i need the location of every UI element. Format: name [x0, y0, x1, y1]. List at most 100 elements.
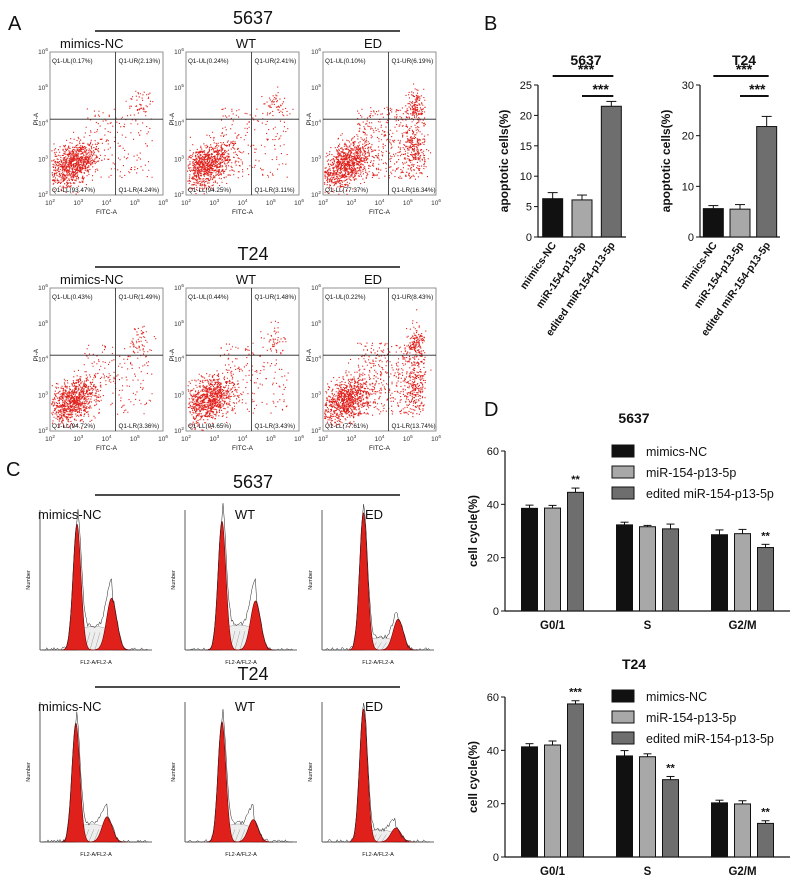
quadrant-lr-label: Q1-LR(13.74%)	[392, 423, 436, 430]
panel-a-flow-cytometry: 5637 mimics-NC Q1-UL(0.17%) Q1-UR(2.13%) Q1-…	[33, 8, 441, 452]
flow-x-axis-label: FITC-A	[96, 209, 118, 216]
cycle-s-phase-hatch	[234, 631, 241, 651]
cycle-cell-line-title: 5637	[233, 472, 273, 492]
apoptosis-y-axis-label: apoptotic cells(%)	[659, 110, 673, 213]
flow-events-dots	[324, 309, 432, 428]
cycle-bar-y-tick-label: 60	[487, 692, 499, 704]
cycle-bar	[662, 528, 679, 612]
cycle-g2-peak	[233, 819, 274, 843]
flow-plot-label: ED	[364, 36, 382, 51]
flow-y-axis-label: PI-A	[169, 112, 176, 125]
cycle-g1-peak	[347, 708, 379, 843]
apoptosis-bar	[756, 126, 778, 238]
quadrant-ul-label: Q1-UL(0.17%)	[52, 58, 93, 65]
apoptosis-y-tick-label: 20	[682, 131, 694, 143]
quadrant-lr-label: Q1-LR(3.43%)	[255, 423, 296, 430]
flow-y-tick: 105	[38, 83, 48, 92]
flow-x-tick: 103	[73, 434, 83, 443]
quadrant-ur-label: Q1-UR(1.49%)	[119, 294, 161, 301]
cycle-significance-label: ***	[569, 687, 583, 699]
flow-x-axis-label: FITC-A	[232, 445, 254, 452]
quadrant-ll-label: Q1-LL(77.61%)	[325, 423, 368, 430]
flow-y-tick: 102	[311, 426, 321, 435]
flow-y-axis-label: PI-A	[306, 348, 313, 361]
quadrant-lr-label: Q1-LR(4.24%)	[119, 187, 160, 194]
cycle-x-axis-label: FL2-A/FL2-A	[80, 852, 112, 858]
flow-plot-label: WT	[236, 272, 256, 287]
cycle-s-phase-hatch	[381, 642, 387, 651]
flow-y-tick: 104	[38, 355, 48, 364]
apoptosis-y-tick-label: 30	[682, 80, 694, 92]
flow-x-tick: 102	[181, 198, 191, 207]
flow-y-axis-label: PI-A	[169, 348, 176, 361]
panel-label-b: B	[484, 13, 497, 35]
flow-y-tick: 106	[311, 47, 321, 56]
flow-x-tick: 104	[238, 198, 248, 207]
cycle-g2-peak	[91, 597, 132, 651]
cycle-legend-swatch	[611, 444, 635, 458]
cycle-plot-label: ED	[365, 699, 383, 714]
flow-x-tick: 103	[346, 198, 356, 207]
cycle-category-label: S	[644, 866, 652, 878]
flow-x-tick: 104	[102, 434, 112, 443]
flow-x-tick: 103	[346, 434, 356, 443]
flow-x-tick: 105	[266, 198, 276, 207]
cycle-bar	[734, 803, 751, 858]
apoptosis-bar	[600, 105, 622, 238]
flow-y-tick: 105	[174, 319, 184, 328]
cycle-legend-swatch	[611, 486, 635, 500]
quadrant-ll-label: Q1-LL(94.25%)	[188, 187, 231, 194]
flow-y-tick: 103	[38, 154, 48, 163]
cycle-bar	[544, 744, 561, 858]
cycle-g1-peak	[60, 722, 92, 843]
flow-y-tick: 104	[311, 355, 321, 364]
flow-x-tick: 104	[375, 434, 385, 443]
flow-x-tick: 106	[158, 198, 168, 207]
flow-y-tick: 105	[311, 319, 321, 328]
apoptosis-y-tick-label: 10	[520, 171, 532, 183]
panel-label-a: A	[8, 13, 22, 35]
cycle-s-phase-hatch	[239, 829, 246, 843]
flow-y-tick: 104	[38, 119, 48, 128]
flow-y-tick: 104	[311, 119, 321, 128]
cycle-g1-peak	[347, 512, 379, 651]
cycle-raw-trace	[42, 509, 148, 651]
flow-x-tick: 104	[102, 198, 112, 207]
flow-plot-frame	[185, 287, 300, 432]
cycle-x-axis-label: FL2-A/FL2-A	[80, 660, 112, 666]
cycle-bar-y-tick-label: 0	[493, 606, 499, 618]
cycle-legend-swatch	[611, 689, 635, 703]
quadrant-lr-label: Q1-LR(16.34%)	[392, 187, 436, 194]
cycle-significance-label: **	[761, 807, 770, 819]
flow-y-tick: 105	[174, 83, 184, 92]
flow-plot-frame	[185, 51, 300, 196]
cycle-bar-y-tick-label: 60	[487, 446, 499, 458]
cycle-bar	[757, 547, 774, 612]
flow-y-tick: 106	[174, 47, 184, 56]
cycle-legend-label: edited miR-154-p13-5p	[646, 732, 774, 746]
cycle-bar	[662, 779, 679, 858]
significance-label: ***	[749, 81, 766, 97]
flow-y-tick: 102	[38, 190, 48, 199]
flow-plot-label: ED	[364, 272, 382, 287]
cycle-chart-title: 5637	[618, 410, 649, 426]
flow-x-tick: 104	[375, 198, 385, 207]
cycle-s-phase-hatch	[234, 829, 241, 843]
cycle-s-phase-hatch	[376, 834, 382, 843]
cycle-significance-label: **	[761, 530, 770, 542]
cycle-y-axis-label: Number	[171, 570, 177, 590]
cycle-significance-label: **	[571, 474, 580, 486]
apoptosis-y-tick-label: 20	[520, 110, 532, 122]
apoptosis-bar	[571, 199, 593, 238]
flow-y-tick: 102	[38, 426, 48, 435]
cycle-bar	[521, 507, 538, 612]
quadrant-ul-label: Q1-UL(0.43%)	[52, 294, 93, 301]
cycle-category-label: G2/M	[728, 866, 756, 878]
cycle-s-phase-hatch	[381, 834, 387, 843]
significance-label: ***	[578, 61, 595, 77]
apoptosis-chart-title: T24	[732, 52, 756, 68]
cycle-y-axis-label: Number	[308, 762, 314, 782]
cycle-g2-peak	[87, 816, 127, 843]
